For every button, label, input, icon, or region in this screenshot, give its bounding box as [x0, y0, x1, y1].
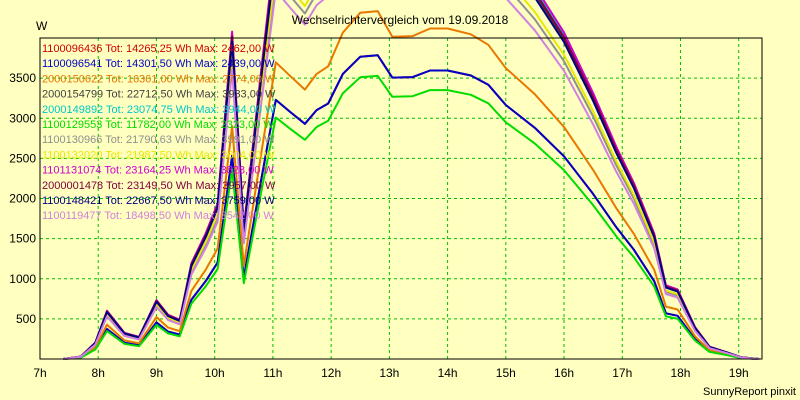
y-tick-label: 1500	[9, 232, 36, 246]
legend-entry: 1101131074 Tot: 23164,25 Wh Max: 3828,00…	[42, 165, 274, 177]
grid	[40, 38, 762, 359]
plot-frame	[39, 37, 763, 360]
legend-entry: 1100096436 Tot: 14265,25 Wh Max: 2462,00…	[42, 43, 275, 55]
x-tick-label: 13h	[379, 366, 399, 380]
legend-entry: 1100096541 Tot: 14301,50 Wh Max: 2439,00…	[42, 58, 275, 70]
legend-entry: 1100129553 Tot: 11782,00 Wh Max: 2323,00…	[42, 119, 274, 131]
y-axis-label: W	[36, 19, 48, 33]
x-tick-label: 7h	[33, 366, 46, 380]
x-tick-label: 18h	[670, 366, 690, 380]
legend-entry: 1100130966 Tot: 21790,63 Wh Max: 3591,00…	[42, 134, 275, 146]
y-tick-label: 2000	[9, 192, 36, 206]
y-tick-label: 3500	[9, 71, 36, 85]
series-line	[63, 10, 760, 360]
legend-entry: 1100132020 Tot: 21987,50 Wh Max: 3604,00…	[42, 149, 275, 161]
legend-entry: 1100119477 Tot: 18498,50 Wh Max: 3542,00…	[42, 210, 274, 222]
y-tick-labels: 500 1000 1500 2000 2500 3000 3500	[9, 71, 36, 326]
legend-entry: 2000154799 Tot: 22712,50 Wh Max: 3933,00…	[42, 89, 276, 101]
series-line	[63, 74, 760, 360]
x-tick-label: 10h	[205, 366, 225, 380]
y-tick-label: 2500	[9, 151, 36, 165]
series-line	[63, 0, 760, 360]
series-line	[63, 0, 760, 360]
y-tick-label: 3000	[9, 111, 36, 125]
chart-title: Wechselrichtervergleich vom 19.09.2018	[292, 13, 509, 27]
y-tick-label: 1000	[9, 272, 36, 286]
x-tick-label: 8h	[92, 366, 105, 380]
series-line	[63, 0, 760, 360]
x-tick-label: 17h	[612, 366, 632, 380]
series-lines	[63, 0, 760, 360]
legend-entry: 1100148421 Tot: 22667,50 Wh Max: 3759,00…	[42, 195, 275, 207]
series-line	[63, 54, 760, 360]
x-tick-label: 19h	[729, 366, 749, 380]
x-tick-label: 15h	[496, 366, 516, 380]
legend-entry: 2000150622 Tot: 16361,00 Wh Max: 2774,00…	[42, 73, 276, 85]
legend: 1100096436 Tot: 14265,25 Wh Max: 2462,00…	[42, 43, 276, 222]
footer-credit: SunnyReport pinxit	[703, 386, 796, 398]
legend-entry: 2000001478 Tot: 23149,50 Wh Max: 3957,00…	[42, 180, 276, 192]
x-tick-label: 9h	[150, 366, 163, 380]
x-tick-label: 14h	[438, 366, 458, 380]
x-tick-label: 16h	[554, 366, 574, 380]
x-tick-labels: 7h 8h 9h 10h 11h 12h 13h 14h 15h 16h 17h 18h 19h	[33, 366, 748, 380]
x-tick-label: 12h	[321, 366, 341, 380]
x-tick-label: 11h	[263, 366, 282, 380]
y-tick-label: 500	[16, 312, 36, 326]
legend-entry: 2000149892 Tot: 23074,75 Wh Max: 3944,00…	[42, 104, 276, 116]
